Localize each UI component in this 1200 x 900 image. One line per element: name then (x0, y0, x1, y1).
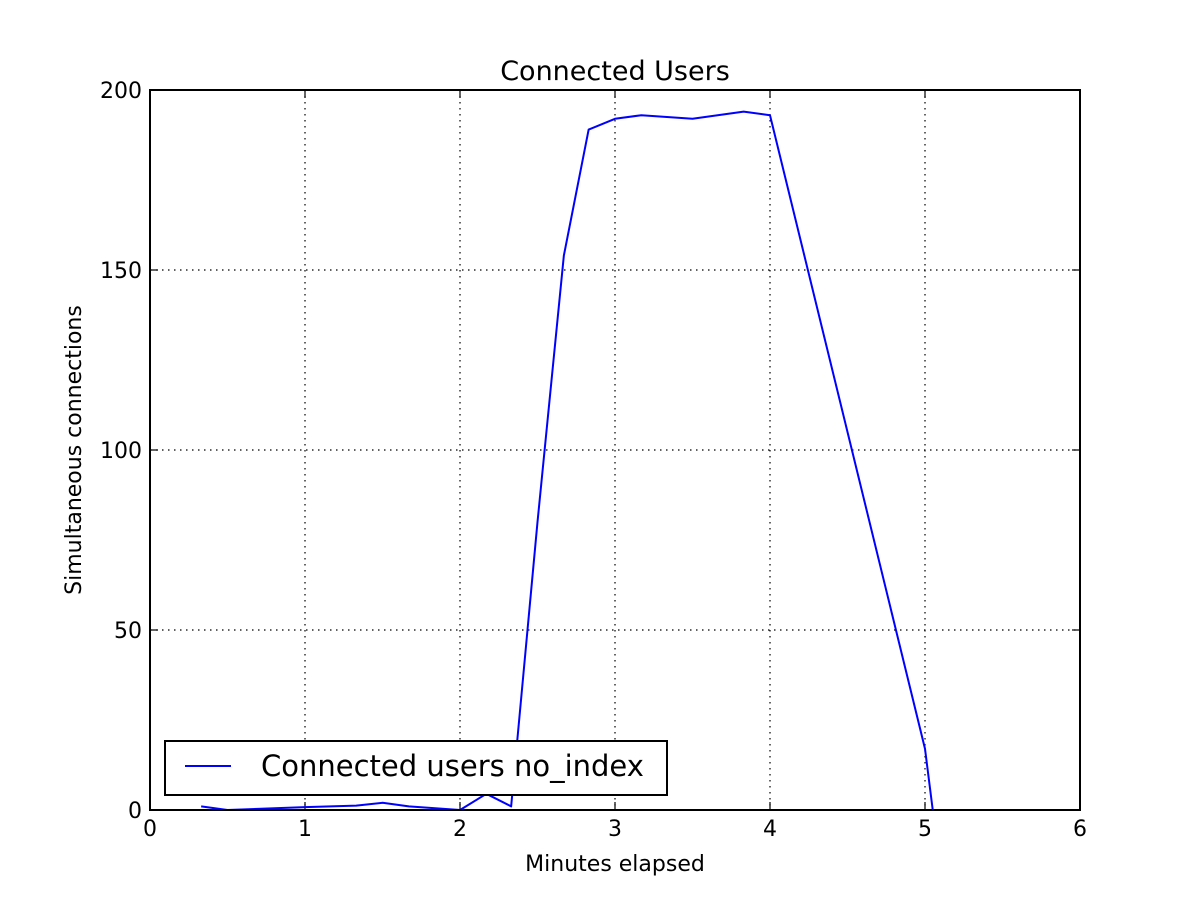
x-tick-label: 6 (1073, 817, 1087, 842)
x-tick-labels: 0 1 2 3 4 5 6 (143, 817, 1087, 842)
legend: Connected users no_index (164, 740, 668, 796)
x-axis-label: Minutes elapsed (525, 852, 705, 877)
plot-frame (149, 89, 1081, 811)
x-tick-label: 0 (143, 817, 157, 842)
series-line-0 (201, 110, 934, 811)
x-tick-label: 2 (453, 817, 467, 842)
legend-box (164, 740, 668, 796)
series-layer (201, 110, 934, 811)
legend-label: Connected users no_index (261, 749, 644, 783)
chart-title: Connected Users (500, 56, 730, 87)
y-tick-label: 100 (100, 439, 142, 464)
y-axis-label: Simultaneous connections (62, 305, 87, 595)
x-tick-label: 3 (608, 817, 622, 842)
y-tick-label: 50 (114, 619, 142, 644)
x-tick-label: 5 (918, 817, 932, 842)
y-tick-labels: 0 50 100 150 200 (100, 79, 142, 824)
y-tick-label: 0 (128, 799, 142, 824)
x-tick-label: 4 (763, 817, 777, 842)
grid-lines (150, 90, 1080, 810)
y-tick-label: 150 (100, 259, 142, 284)
y-tick-label: 200 (100, 79, 142, 104)
x-tick-label: 1 (298, 817, 312, 842)
